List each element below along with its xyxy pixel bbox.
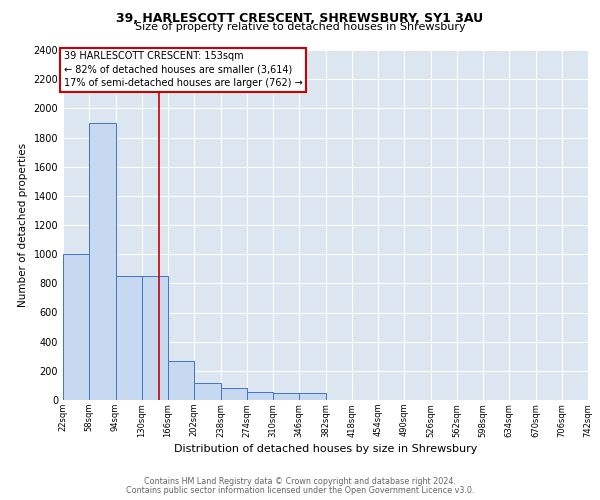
- Bar: [115, 276, 142, 400]
- Text: 39 HARLESCOTT CRESCENT: 153sqm
← 82% of detached houses are smaller (3,614)
17% : 39 HARLESCOTT CRESCENT: 153sqm ← 82% of …: [64, 52, 302, 88]
- Bar: [89, 123, 115, 400]
- Bar: [247, 392, 273, 400]
- Bar: [142, 276, 168, 400]
- Bar: [299, 392, 325, 400]
- Text: 39, HARLESCOTT CRESCENT, SHREWSBURY, SY1 3AU: 39, HARLESCOTT CRESCENT, SHREWSBURY, SY1…: [116, 12, 484, 26]
- Bar: [168, 360, 194, 400]
- Bar: [63, 254, 89, 400]
- Text: Contains public sector information licensed under the Open Government Licence v3: Contains public sector information licen…: [126, 486, 474, 495]
- Bar: [221, 388, 247, 400]
- Y-axis label: Number of detached properties: Number of detached properties: [18, 143, 28, 307]
- X-axis label: Distribution of detached houses by size in Shrewsbury: Distribution of detached houses by size …: [174, 444, 477, 454]
- Bar: [273, 392, 299, 400]
- Text: Size of property relative to detached houses in Shrewsbury: Size of property relative to detached ho…: [134, 22, 466, 32]
- Text: Contains HM Land Registry data © Crown copyright and database right 2024.: Contains HM Land Registry data © Crown c…: [144, 477, 456, 486]
- Bar: [194, 382, 221, 400]
